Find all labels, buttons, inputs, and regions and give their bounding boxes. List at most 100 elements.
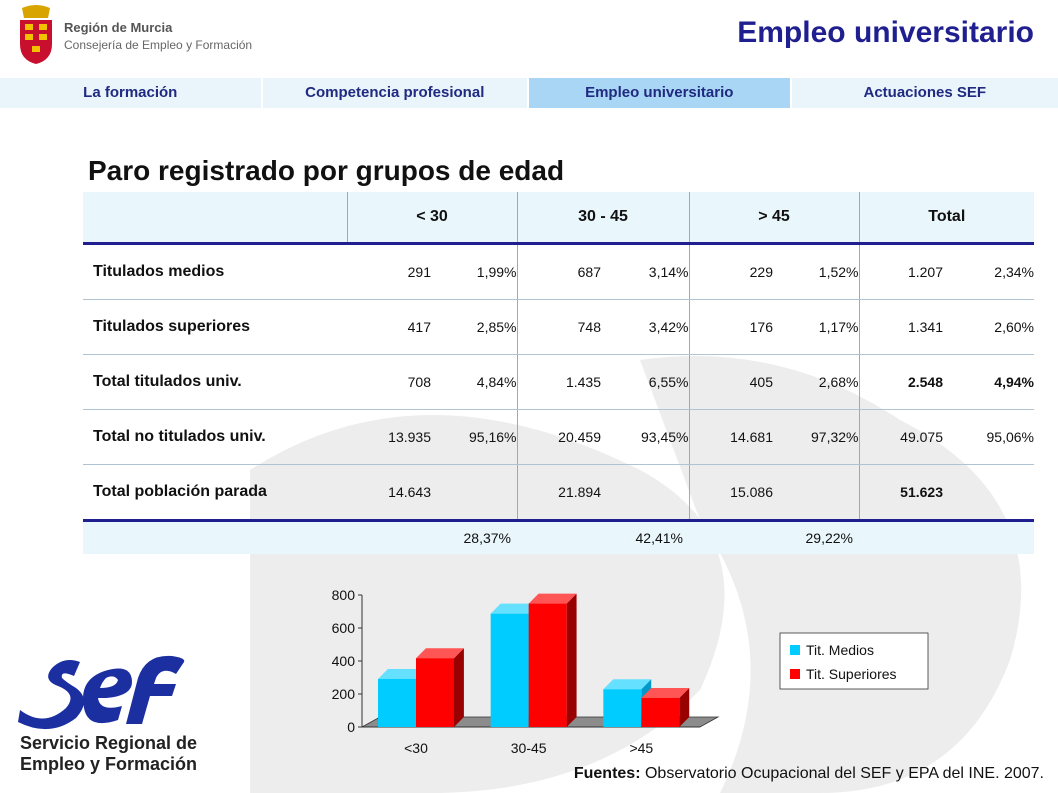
x-tick-label: >45 bbox=[629, 740, 653, 756]
tab-empleo-universitario[interactable]: Empleo universitario bbox=[529, 78, 792, 108]
cell-percent: 1,99% bbox=[431, 243, 518, 300]
cell-percent bbox=[773, 464, 860, 521]
unemployment-table: < 30 30 - 45 > 45 Total Titulados medios… bbox=[83, 192, 1034, 554]
cell-percent: 93,45% bbox=[601, 409, 690, 465]
bar-top bbox=[528, 593, 577, 604]
source-label: Fuentes: bbox=[573, 765, 641, 782]
source-text: Observatorio Ocupacional del SEF y EPA d… bbox=[640, 765, 1044, 782]
bar-top bbox=[378, 668, 426, 679]
cell-percent: 2,34% bbox=[943, 243, 1034, 300]
cell-count: 1.207 bbox=[859, 243, 943, 300]
bar-side bbox=[679, 687, 690, 727]
legend-label: Tit. Medios bbox=[806, 642, 874, 658]
cell-count: 708 bbox=[347, 354, 431, 410]
page-title: Empleo universitario bbox=[737, 16, 1034, 49]
cell-count: 14.643 bbox=[347, 464, 431, 521]
tab-competencia-profesional[interactable]: Competencia profesional bbox=[262, 78, 529, 108]
row-label: Total población parada bbox=[83, 464, 347, 521]
row-label: Total no titulados univ. bbox=[83, 409, 347, 465]
bar-top bbox=[416, 648, 464, 659]
cell-percent: 2,68% bbox=[773, 354, 860, 410]
y-tick-label: 200 bbox=[332, 686, 356, 702]
cell-count: 417 bbox=[347, 299, 431, 355]
cell-count: 405 bbox=[689, 354, 773, 410]
bar bbox=[603, 689, 642, 727]
bar-top bbox=[490, 603, 539, 614]
cell-count: 20.459 bbox=[517, 409, 601, 465]
cell-count: 21.894 bbox=[517, 464, 601, 521]
bar bbox=[641, 697, 680, 727]
table-row: Total titulados univ. 708 4,84% 1.435 6,… bbox=[83, 354, 1034, 410]
row-label: Total titulados univ. bbox=[83, 354, 347, 410]
x-tick-label: <30 bbox=[404, 740, 428, 756]
cell-percent: 95,06% bbox=[943, 409, 1034, 465]
table-row: Total no titulados univ. 13.935 95,16% 2… bbox=[83, 409, 1034, 465]
cell-percent: 3,14% bbox=[601, 243, 690, 300]
section-title: Paro registrado por grupos de edad bbox=[88, 155, 565, 186]
table-header-row: < 30 30 - 45 > 45 Total bbox=[83, 192, 1034, 245]
cell-percent: 2,60% bbox=[943, 299, 1034, 355]
bar bbox=[490, 613, 529, 727]
share-30-45: 42,41% bbox=[601, 519, 689, 554]
share-under-30: 28,37% bbox=[431, 519, 517, 554]
cell-count: 229 bbox=[689, 243, 773, 300]
nav-tabs: La formación Competencia profesional Emp… bbox=[0, 78, 1058, 110]
brand-line-1: Región de Murcia bbox=[64, 20, 173, 35]
bar bbox=[416, 658, 454, 727]
tab-la-formacion[interactable]: La formación bbox=[0, 78, 263, 108]
column-header-under-30: < 30 bbox=[347, 192, 518, 245]
brand-line-2: Consejería de Empleo y Formación bbox=[64, 38, 253, 52]
cell-count: 2.548 bbox=[859, 354, 943, 410]
cell-count: 49.075 bbox=[859, 409, 943, 465]
cell-percent: 6,55% bbox=[601, 354, 690, 410]
row-label: Titulados medios bbox=[83, 243, 347, 300]
table-header-empty bbox=[83, 192, 348, 245]
cell-percent: 4,94% bbox=[943, 354, 1034, 410]
cell-count: 15.086 bbox=[689, 464, 773, 521]
chart-bars bbox=[378, 593, 690, 727]
share-label-empty bbox=[83, 519, 347, 554]
column-header-total: Total bbox=[859, 192, 1034, 245]
chart-legend: Tit. Medios Tit. Superiores bbox=[779, 632, 929, 690]
bar-side bbox=[454, 648, 464, 727]
bar-top bbox=[641, 687, 690, 698]
cell-percent bbox=[431, 464, 518, 521]
sef-name-line-2: Empleo y Formación bbox=[20, 754, 198, 774]
y-tick-label: 0 bbox=[347, 719, 355, 735]
cell-percent: 4,84% bbox=[431, 354, 518, 410]
sef-logo-icon bbox=[18, 655, 185, 730]
cell-count: 51.623 bbox=[859, 464, 943, 521]
tab-actuaciones-sef[interactable]: Actuaciones SEF bbox=[791, 78, 1058, 108]
cell-percent: 97,32% bbox=[773, 409, 860, 465]
cell-count: 748 bbox=[517, 299, 601, 355]
cell-percent: 3,42% bbox=[601, 299, 690, 355]
bar-side bbox=[566, 593, 577, 727]
share-over-45: 29,22% bbox=[773, 519, 859, 554]
cell-count: 291 bbox=[347, 243, 431, 300]
legend-box bbox=[779, 632, 929, 690]
cell-count: 14.681 bbox=[689, 409, 773, 465]
cell-percent: 2,85% bbox=[431, 299, 518, 355]
cell-count: 176 bbox=[689, 299, 773, 355]
bar bbox=[528, 603, 567, 727]
table-row: Titulados medios 291 1,99% 687 3,14% 229… bbox=[83, 243, 1034, 300]
table-row: Titulados superiores 417 2,85% 748 3,42%… bbox=[83, 299, 1034, 355]
share-row: 28,37% 42,41% 29,22% bbox=[83, 519, 1034, 554]
cell-count: 1.435 bbox=[517, 354, 601, 410]
column-header-30-45: 30 - 45 bbox=[517, 192, 690, 245]
legend-swatch bbox=[790, 669, 800, 679]
y-tick-label: 600 bbox=[332, 620, 356, 636]
cell-count: 13.935 bbox=[347, 409, 431, 465]
chart-labels: 0 200 400 600 800 <30 30-45 >45 bbox=[332, 587, 654, 756]
column-header-over-45: > 45 bbox=[689, 192, 860, 245]
table-row: Total población parada 14.643 21.894 15.… bbox=[83, 464, 1034, 521]
y-tick-label: 800 bbox=[332, 587, 356, 603]
cell-percent: 95,16% bbox=[431, 409, 518, 465]
legend-swatch bbox=[790, 645, 800, 655]
source-note: Fuentes: Observatorio Ocupacional del SE… bbox=[574, 765, 1044, 783]
y-tick-label: 400 bbox=[332, 653, 356, 669]
cell-percent bbox=[943, 464, 1034, 521]
bar-top bbox=[603, 679, 652, 690]
bar bbox=[378, 678, 416, 727]
